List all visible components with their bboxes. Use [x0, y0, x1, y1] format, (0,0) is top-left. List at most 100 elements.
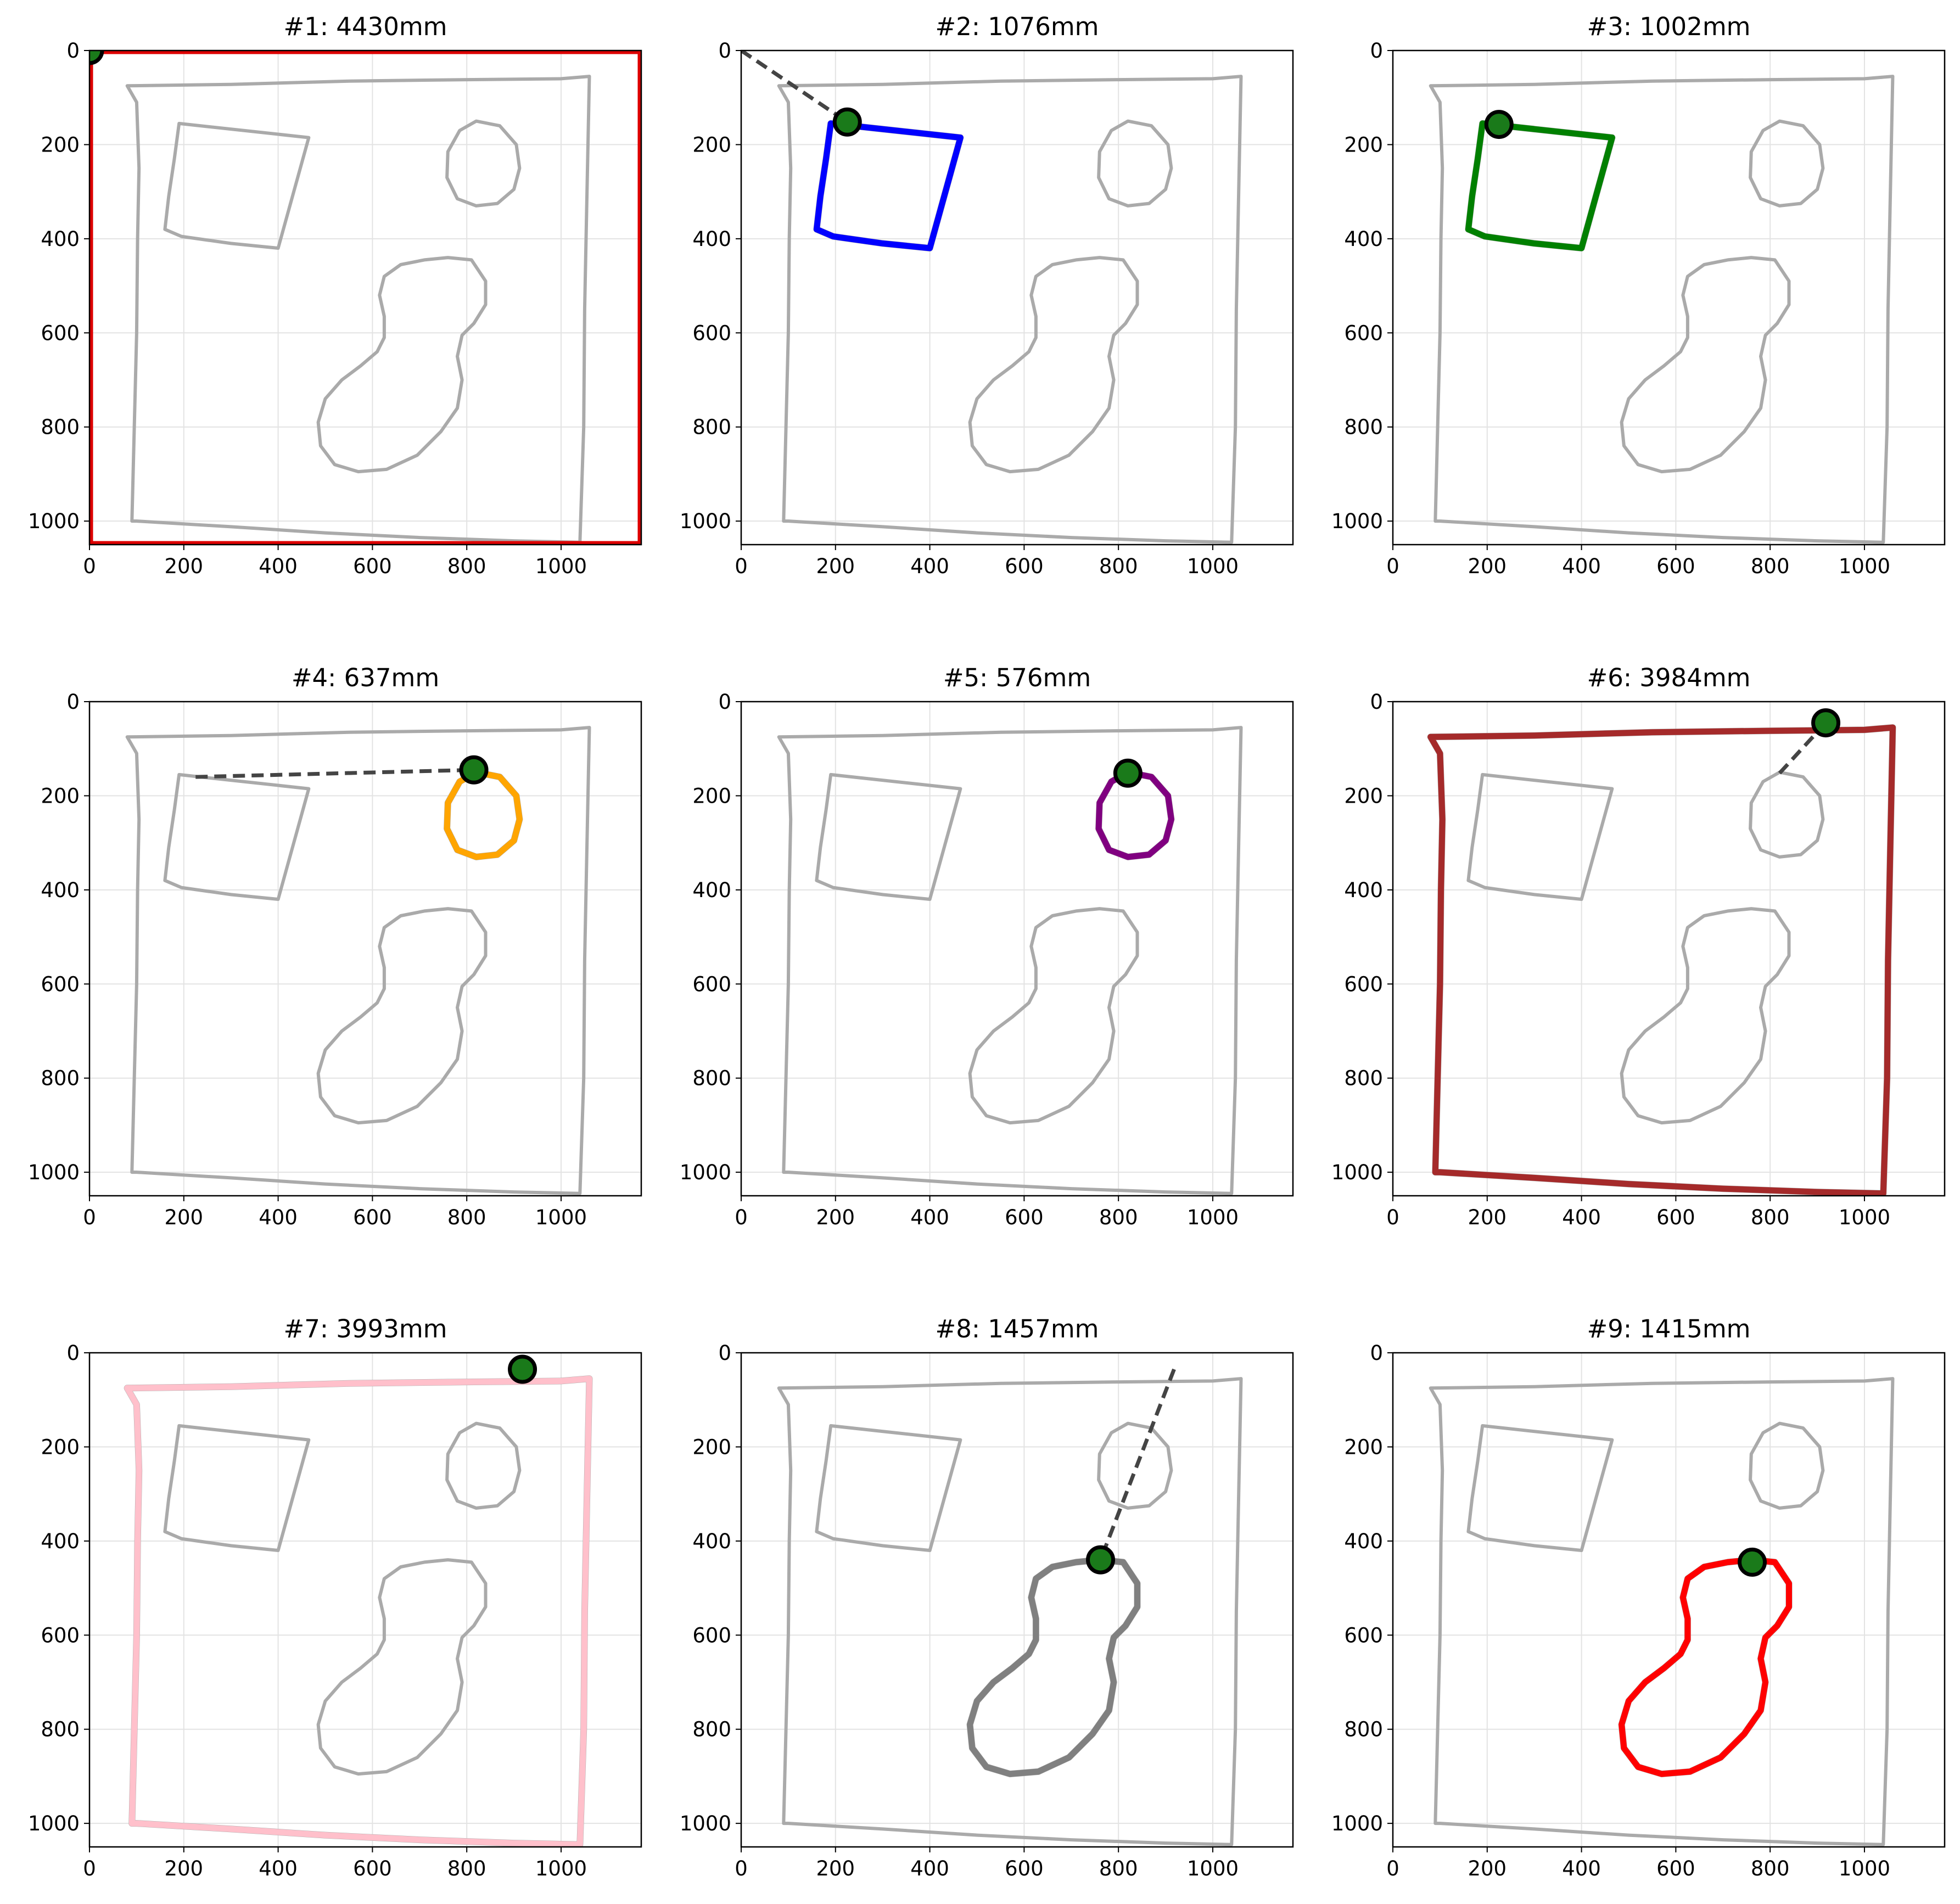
y-tick-label: 0	[718, 690, 731, 714]
axes-frame	[1392, 1352, 1946, 1848]
start-marker	[1113, 758, 1143, 788]
highlighted-path	[1619, 1556, 1792, 1777]
background-blob	[1620, 907, 1791, 1125]
y-tick-label: 200	[41, 784, 80, 808]
y-tick-label: 0	[66, 690, 80, 714]
subplot-title: #4: 637mm	[292, 663, 439, 692]
y-tick-label: 400	[41, 878, 80, 902]
background-circle	[1749, 1421, 1825, 1510]
y-tick-label: 0	[718, 39, 731, 63]
y-tick-label: 800	[692, 1718, 731, 1741]
subplot-title: #1: 4430mm	[284, 12, 447, 41]
x-tick-label: 800	[1099, 1857, 1138, 1880]
y-tick-label: 1000	[1331, 509, 1383, 533]
y-tick-label: 600	[1344, 321, 1383, 345]
plot-area	[1427, 708, 1896, 1196]
background-circle	[1749, 770, 1825, 859]
x-tick-label: 200	[1468, 555, 1507, 578]
x-tick-label: 600	[353, 1206, 392, 1229]
background-inner-square	[163, 1424, 311, 1552]
y-tick-label: 1000	[680, 509, 731, 533]
start-marker	[89, 51, 104, 65]
y-tick-label: 200	[1344, 784, 1383, 808]
y-tick-label: 800	[1344, 1718, 1383, 1741]
x-tick-label: 400	[259, 555, 298, 578]
y-tick-label: 800	[692, 1067, 731, 1090]
background-outer-square	[125, 726, 591, 1195]
background-circle	[1097, 1421, 1173, 1510]
y-tick-label: 800	[41, 1067, 80, 1090]
subplot-title: #8: 1457mm	[936, 1314, 1099, 1343]
x-tick-label: 0	[1386, 555, 1399, 578]
x-tick-label: 800	[1099, 555, 1138, 578]
x-tick-label: 0	[1386, 1857, 1399, 1880]
x-tick-label: 800	[447, 1206, 486, 1229]
y-tick-label: 1000	[1331, 1812, 1383, 1835]
plot-area	[125, 726, 591, 1195]
y-tick-label: 200	[692, 133, 731, 156]
y-tick-label: 200	[41, 1435, 80, 1459]
y-tick-label: 800	[41, 416, 80, 439]
background-inner-square	[163, 772, 311, 901]
y-tick-label: 1000	[680, 1161, 731, 1184]
axes-frame	[88, 49, 642, 546]
x-tick-label: 400	[259, 1857, 298, 1880]
x-tick-label: 200	[816, 1206, 855, 1229]
background-blob	[316, 1558, 488, 1776]
y-tick-label: 0	[66, 39, 80, 63]
x-tick-label: 1000	[1187, 555, 1239, 578]
x-tick-label: 0	[83, 555, 96, 578]
y-tick-label: 400	[41, 227, 80, 251]
y-tick-label: 1000	[28, 1161, 80, 1184]
plot-area	[777, 726, 1243, 1195]
background-circle	[1097, 119, 1173, 208]
axes-frame	[740, 49, 1294, 546]
x-tick-label: 600	[353, 1857, 392, 1880]
start-marker	[1484, 110, 1514, 139]
background-circle	[445, 119, 522, 208]
x-tick-label: 800	[447, 555, 486, 578]
background-outer-square	[777, 1377, 1243, 1846]
y-tick-label: 200	[1344, 133, 1383, 156]
y-tick-label: 400	[692, 1530, 731, 1553]
y-tick-label: 400	[1344, 227, 1383, 251]
x-tick-label: 1000	[1839, 1206, 1890, 1229]
y-tick-label: 200	[692, 784, 731, 808]
x-tick-label: 800	[447, 1857, 486, 1880]
y-tick-label: 0	[718, 1341, 731, 1365]
y-tick-label: 400	[1344, 1530, 1383, 1553]
travel-line	[195, 768, 474, 779]
x-tick-label: 200	[816, 555, 855, 578]
x-tick-label: 600	[1656, 1857, 1695, 1880]
x-tick-label: 600	[1005, 1857, 1044, 1880]
start-marker	[1086, 1545, 1116, 1575]
plot-area	[741, 51, 1243, 544]
highlighted-path	[1095, 769, 1174, 860]
plot-area	[124, 1354, 593, 1847]
start-marker	[1738, 1547, 1767, 1577]
y-tick-label: 1000	[680, 1812, 731, 1835]
x-tick-label: 400	[1562, 1206, 1601, 1229]
y-tick-label: 600	[692, 972, 731, 996]
background-blob	[316, 256, 488, 474]
y-tick-label: 600	[41, 321, 80, 345]
y-tick-label: 400	[692, 878, 731, 902]
y-tick-label: 400	[1344, 878, 1383, 902]
y-tick-label: 800	[1344, 416, 1383, 439]
x-tick-label: 600	[1005, 1206, 1044, 1229]
axes-frame	[1392, 49, 1946, 546]
y-tick-label: 600	[692, 1623, 731, 1647]
axes-frame	[740, 701, 1294, 1197]
y-tick-label: 600	[1344, 1623, 1383, 1647]
x-tick-label: 0	[1386, 1206, 1399, 1229]
y-tick-label: 1000	[28, 1812, 80, 1835]
travel-line	[741, 51, 849, 124]
x-tick-label: 200	[1468, 1206, 1507, 1229]
